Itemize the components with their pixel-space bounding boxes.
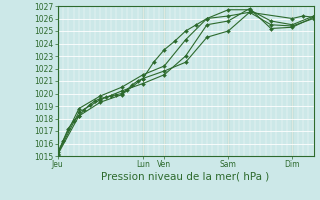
X-axis label: Pression niveau de la mer( hPa ): Pression niveau de la mer( hPa ) xyxy=(101,172,270,182)
